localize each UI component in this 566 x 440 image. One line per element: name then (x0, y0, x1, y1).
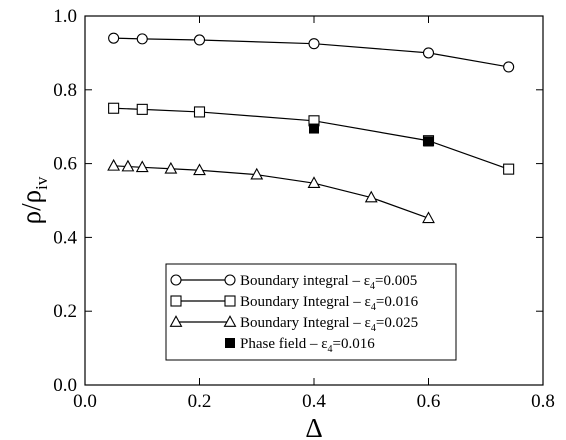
data-point-triangle (169, 315, 183, 327)
series-line (113, 165, 429, 219)
data-point-circle (308, 38, 320, 50)
data-point-square (503, 163, 515, 175)
data-point-circle (422, 47, 435, 59)
y-axis-label-text: ρ/ρiv (16, 176, 51, 224)
series-4 (309, 123, 434, 147)
data-point-circle (136, 33, 148, 45)
data-point-triangle (223, 315, 237, 327)
series-2 (108, 102, 515, 175)
data-point-square (193, 106, 206, 118)
legend-entry-1: Boundary integral – ε4=0.005 (170, 273, 417, 292)
data-point-square (108, 102, 120, 114)
y-tick-label: 1.0 (53, 6, 77, 27)
x-axis-label: Δ (305, 413, 322, 440)
y-tick-label: 0.0 (53, 375, 77, 396)
tick-labels: 0.0 0.2 0.4 0.6 0.8 0.0 0.2 0.4 0.6 0.8 1.0 (53, 6, 555, 412)
y-tick-label: 0.8 (53, 80, 77, 101)
y-axis-label: ρ/ρiv (16, 176, 51, 224)
data-point-triangle (164, 161, 178, 174)
y-tick-label: 0.2 (53, 301, 77, 322)
series-layer (107, 32, 515, 224)
legend-label: Phase field – ε4=0.016 (240, 336, 375, 355)
legend-label: Boundary integral – ε4=0.005 (240, 273, 417, 292)
x-tick-label: 0.0 (73, 391, 97, 412)
data-point-triangle (307, 176, 321, 189)
series-1 (108, 32, 515, 73)
axis-labels: Δρ/ρiv (16, 176, 323, 440)
legend-entry-3: Boundary Integral – ε4=0.025 (169, 315, 418, 334)
data-point-triangle (121, 159, 135, 172)
axis-ticks (84, 15, 544, 386)
data-point-filled-square (225, 338, 235, 348)
data-point-circle (224, 274, 236, 286)
y-tick-label: 0.4 (53, 227, 77, 248)
legend-label: Boundary Integral – ε4=0.016 (240, 294, 419, 313)
data-point-square (170, 295, 182, 307)
data-point-triangle (193, 163, 206, 176)
data-point-circle (170, 274, 182, 286)
data-point-triangle (107, 158, 121, 171)
y-tick-label: 0.6 (53, 154, 77, 175)
data-point-circle (108, 32, 120, 44)
data-point-filled-square (309, 123, 319, 134)
x-tick-label: 0.2 (188, 391, 212, 412)
x-tick-label: 0.6 (417, 391, 441, 412)
data-point-square (224, 295, 236, 307)
data-point-triangle (250, 167, 264, 180)
legend-entry-2: Boundary Integral – ε4=0.016 (170, 294, 419, 313)
legend: Boundary integral – ε4=0.005 Boundary Int… (165, 263, 457, 361)
data-point-circle (503, 61, 515, 73)
data-point-filled-square (423, 136, 434, 147)
x-tick-label: 0.8 (531, 391, 555, 412)
series-3 (107, 158, 435, 224)
data-point-triangle (422, 211, 435, 224)
legend-entry-4: Phase field – ε4=0.016 (225, 336, 375, 355)
legend-label: Boundary Integral – ε4=0.025 (240, 315, 418, 334)
data-point-circle (193, 34, 206, 46)
x-tick-label: 0.4 (302, 391, 326, 412)
data-point-triangle (364, 190, 378, 203)
data-point-square (136, 103, 148, 115)
data-point-triangle (135, 160, 149, 173)
